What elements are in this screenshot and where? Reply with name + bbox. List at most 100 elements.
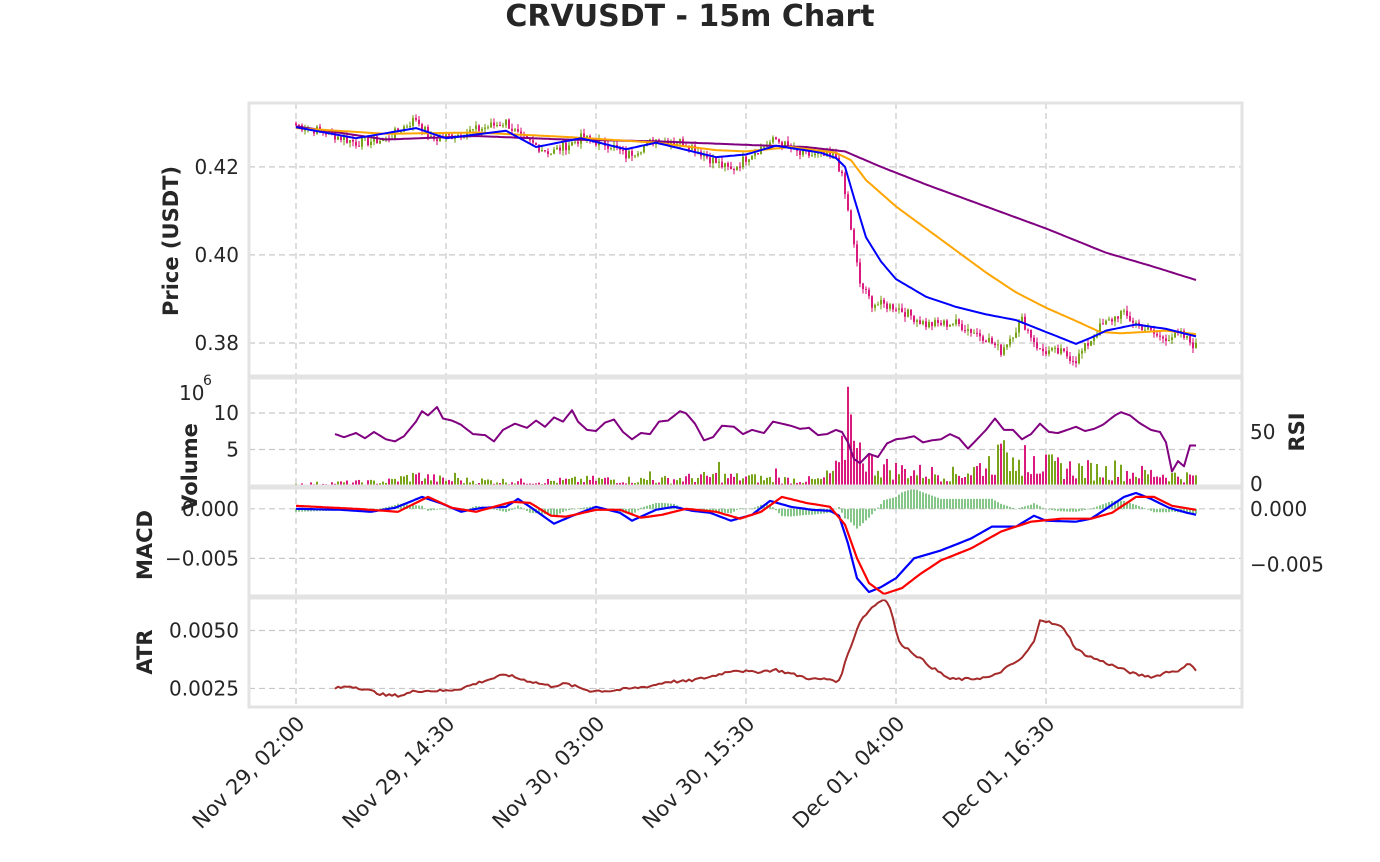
volume-bar <box>880 477 882 486</box>
macd-hist-bar <box>586 507 588 509</box>
price-panel <box>295 114 1197 368</box>
macd-hist-bar <box>1135 504 1137 509</box>
candle-body <box>1006 344 1008 348</box>
macd-hist-bar <box>1093 507 1095 509</box>
macd-hist-bar <box>637 508 639 511</box>
volume-bar <box>1105 466 1107 486</box>
volume-bar <box>610 479 612 486</box>
volume-bar <box>871 455 873 486</box>
macd-hist-bar <box>778 508 780 514</box>
candle-body <box>718 161 720 163</box>
atr-axis-label: ATR <box>133 629 157 674</box>
macd-hist-bar <box>922 492 924 509</box>
candle-body <box>349 140 351 143</box>
volume-bar <box>1144 469 1146 486</box>
macd-hist-bar <box>793 508 795 517</box>
macd-hist-bar <box>1027 505 1029 509</box>
volume-bar <box>523 482 525 486</box>
candle-body <box>676 143 678 145</box>
volume-bar <box>1129 478 1131 486</box>
volume-bar <box>982 475 984 486</box>
candle-body <box>514 129 516 131</box>
volume-bar <box>1048 454 1050 486</box>
candle-body <box>976 332 978 334</box>
candle-body <box>1075 361 1077 364</box>
candle-body <box>538 144 540 152</box>
candle-body <box>406 126 408 128</box>
macd-hist-bar <box>1162 508 1164 513</box>
volume-bar <box>682 481 684 486</box>
macd-hist-bar <box>967 498 969 509</box>
candle-body <box>958 319 960 324</box>
macd-hist-bar <box>961 498 963 509</box>
axis-labels: Nov 29, 02:00 Nov 29, 14:30 Nov 30, 03:00 N… <box>165 155 1324 834</box>
volume-bar <box>985 468 987 486</box>
volume-bar <box>919 464 921 486</box>
macd-hist-bar <box>904 491 906 509</box>
candle-body <box>853 229 855 245</box>
macd-hist-bar <box>667 503 669 509</box>
candle-body <box>517 129 519 132</box>
candle-body <box>334 133 336 140</box>
candle-body <box>583 133 585 140</box>
candle-body <box>499 124 501 126</box>
volume-bar <box>727 478 729 486</box>
macd-hist-bar <box>748 508 750 510</box>
candle-body <box>901 308 903 313</box>
volume-bar <box>1081 465 1083 486</box>
candle-body <box>811 155 813 157</box>
volume-bar <box>898 474 900 486</box>
macd-hist-bar <box>787 508 789 517</box>
volume-bar <box>562 480 564 486</box>
macd-hist-bar <box>1171 508 1173 512</box>
ema-mid-line <box>295 127 1197 336</box>
macd-hist-bar <box>871 508 873 515</box>
volume-bar <box>538 482 540 486</box>
macd-hist-bar <box>964 498 966 509</box>
volume-bar <box>676 480 678 486</box>
volume-bar <box>1111 480 1113 486</box>
macd-hist-bar <box>1150 508 1152 511</box>
volume-bar <box>1117 477 1119 486</box>
volume-bar <box>628 476 630 486</box>
volume-bar <box>934 474 936 486</box>
volume-bar <box>778 477 780 486</box>
volume-bar <box>868 453 870 486</box>
candle-body <box>403 126 405 132</box>
volume-bar <box>1153 476 1155 486</box>
volume-bar <box>439 475 441 486</box>
candle-body <box>934 320 936 327</box>
macd-hist-bar <box>562 508 564 513</box>
volume-bar <box>952 466 954 486</box>
candle-body <box>739 166 741 168</box>
volume-bar <box>844 459 846 486</box>
macd-hist-bar <box>1138 506 1140 509</box>
macd-hist-bar <box>628 508 630 515</box>
macd-hist-bar <box>421 505 423 509</box>
volume-bar <box>937 475 939 486</box>
macd-hist-bar <box>973 498 975 509</box>
volume-bar <box>910 475 912 486</box>
candle-body <box>886 303 888 309</box>
candle-body <box>436 139 438 141</box>
x-tick-label: Dec 01, 04:00 <box>788 712 910 834</box>
volume-bar <box>397 481 399 486</box>
macd-hist-bar <box>538 508 540 514</box>
candle-body <box>673 142 675 145</box>
candle-body <box>877 304 879 306</box>
volume-bar <box>469 482 471 486</box>
macd-hist-bar <box>814 508 816 515</box>
volume-bar <box>853 440 855 486</box>
volume-bar <box>1084 477 1086 486</box>
volume-bar <box>1108 479 1110 486</box>
volume-bar <box>421 481 423 486</box>
volume-bar <box>424 478 426 486</box>
candle-body <box>730 166 732 170</box>
volume-bar <box>1024 445 1026 486</box>
macd-hist-bar <box>937 497 939 509</box>
volume-bar <box>373 480 375 486</box>
macd-hist-bar <box>424 508 426 509</box>
rsi-tick-label: 50 <box>1250 420 1275 444</box>
candle-body <box>484 127 486 129</box>
macd-hist-bar <box>526 508 528 511</box>
